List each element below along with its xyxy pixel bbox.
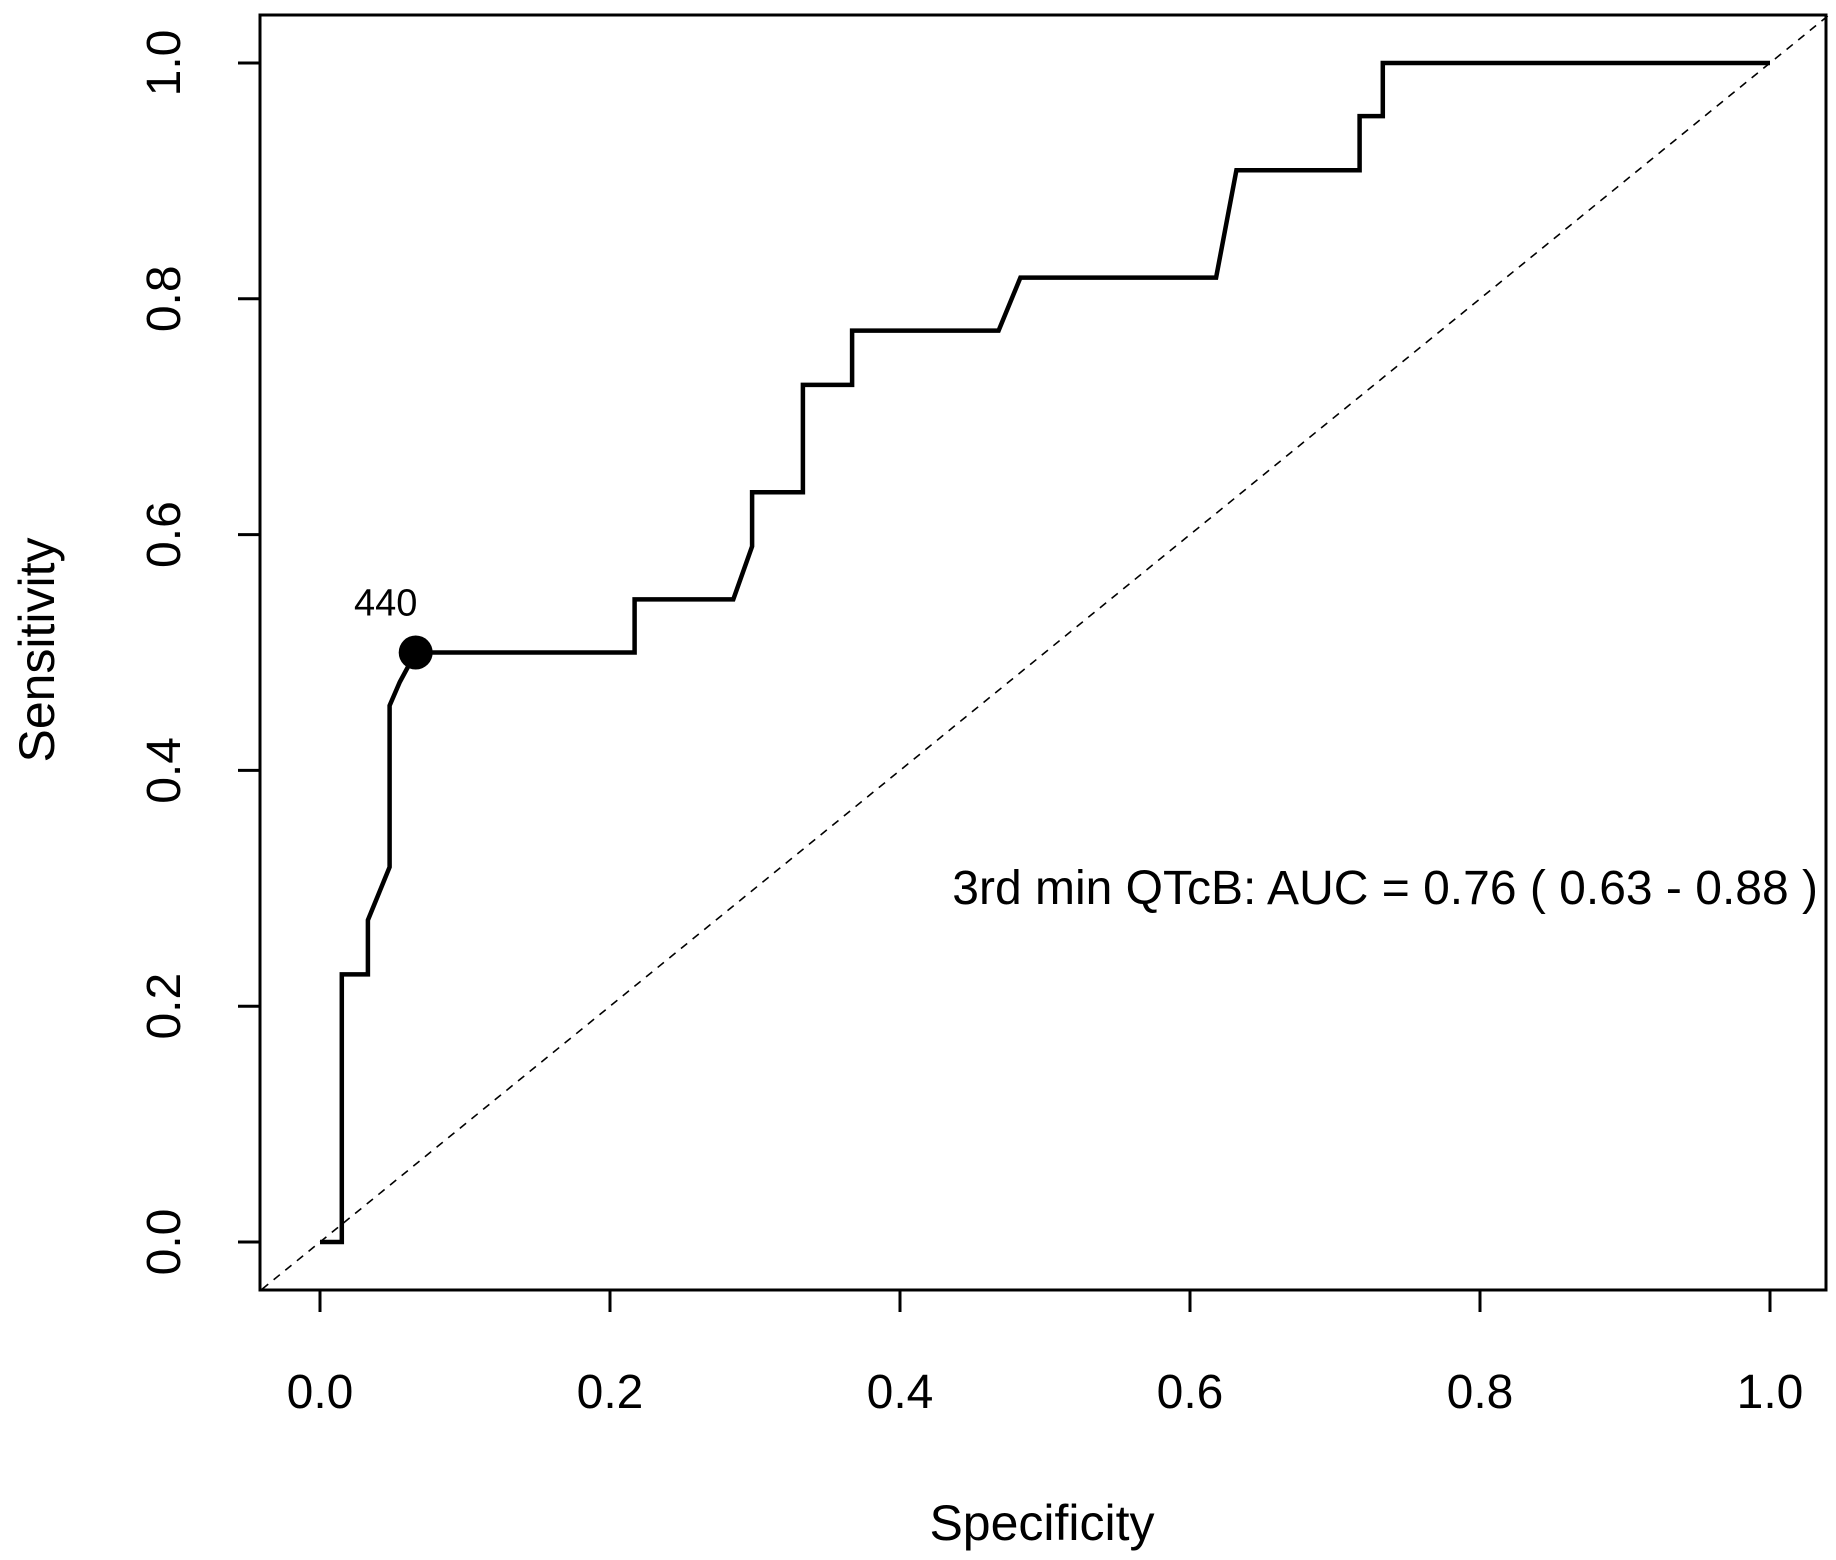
x-tick-label: 0.4 [867,1366,934,1419]
y-tick-label: 0.6 [138,501,191,568]
x-tick-label: 1.0 [1737,1366,1804,1419]
threshold-label: 440 [354,583,417,625]
x-tick-label: 0.2 [577,1366,644,1419]
x-tick-label: 0.8 [1447,1366,1514,1419]
threshold-point [398,635,433,670]
y-axis-label: Sensitivity [9,537,65,762]
auc-annotation: 3rd min QTcB: AUC = 0.76 ( 0.63 - 0.88 ) [952,862,1818,915]
reference-diagonal-line [261,15,1829,1290]
y-tick-label: 1.0 [138,30,191,97]
y-tick-label: 0.0 [138,1209,191,1276]
roc-curve-line [320,60,1770,1245]
x-tick-label: 0.6 [1157,1366,1224,1419]
y-tick-label: 0.2 [138,973,191,1040]
y-tick-label: 0.8 [138,265,191,332]
x-tick-label: 0.0 [287,1366,354,1419]
y-tick-label: 0.4 [138,737,191,804]
x-axis-label: Specificity [929,1495,1154,1551]
